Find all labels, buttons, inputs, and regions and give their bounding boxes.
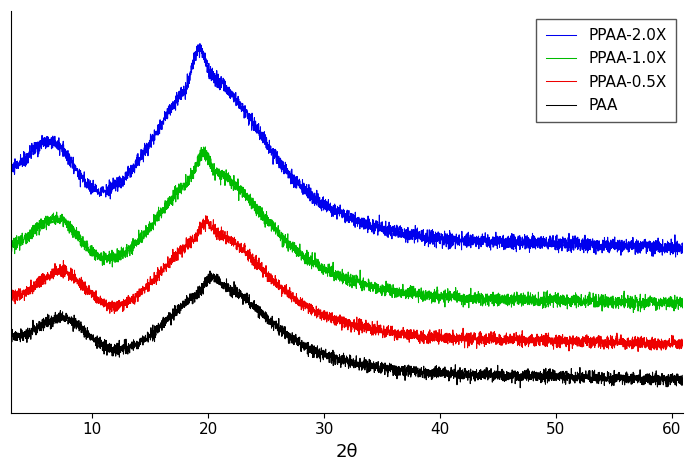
PAA bbox=[626, 374, 634, 379]
X-axis label: 2θ: 2θ bbox=[336, 443, 359, 461]
PPAA-2.0X bbox=[327, 204, 335, 210]
PPAA-1.0X bbox=[295, 247, 303, 253]
PPAA-0.5X bbox=[626, 345, 634, 350]
PPAA-2.0X bbox=[196, 41, 204, 46]
PPAA-0.5X bbox=[295, 297, 303, 303]
PAA bbox=[290, 339, 298, 345]
Line: PPAA-2.0X: PPAA-2.0X bbox=[11, 43, 683, 257]
PAA bbox=[516, 385, 525, 391]
PPAA-0.5X bbox=[634, 349, 642, 354]
Line: PPAA-0.5X: PPAA-0.5X bbox=[11, 216, 683, 352]
PPAA-1.0X bbox=[626, 300, 634, 305]
PPAA-0.5X bbox=[7, 296, 15, 302]
PPAA-2.0X bbox=[290, 177, 298, 183]
PAA bbox=[206, 268, 214, 274]
PPAA-1.0X bbox=[629, 310, 637, 315]
PPAA-2.0X bbox=[671, 254, 680, 260]
PPAA-1.0X bbox=[496, 292, 504, 297]
PAA bbox=[679, 372, 687, 378]
PAA bbox=[7, 335, 15, 341]
Line: PAA: PAA bbox=[11, 271, 683, 388]
PPAA-0.5X bbox=[659, 345, 667, 351]
PPAA-2.0X bbox=[626, 243, 634, 248]
PAA bbox=[295, 338, 303, 344]
PPAA-0.5X bbox=[496, 336, 504, 341]
PPAA-0.5X bbox=[290, 295, 298, 301]
PPAA-1.0X bbox=[290, 242, 298, 248]
PAA bbox=[496, 377, 504, 382]
PPAA-0.5X bbox=[679, 345, 687, 350]
PPAA-2.0X bbox=[7, 161, 15, 167]
PPAA-2.0X bbox=[295, 178, 303, 184]
PPAA-1.0X bbox=[659, 301, 667, 307]
PPAA-2.0X bbox=[496, 234, 504, 239]
PAA bbox=[659, 377, 667, 383]
PPAA-1.0X bbox=[327, 270, 335, 276]
PPAA-2.0X bbox=[659, 249, 667, 254]
PAA bbox=[327, 352, 335, 357]
PPAA-2.0X bbox=[679, 245, 687, 251]
PPAA-1.0X bbox=[7, 238, 15, 244]
Line: PPAA-1.0X: PPAA-1.0X bbox=[11, 147, 683, 312]
Legend: PPAA-2.0X, PPAA-1.0X, PPAA-0.5X, PAA: PPAA-2.0X, PPAA-1.0X, PPAA-0.5X, PAA bbox=[537, 19, 676, 122]
PPAA-1.0X bbox=[679, 298, 687, 304]
PPAA-1.0X bbox=[201, 144, 209, 150]
PPAA-0.5X bbox=[327, 313, 335, 319]
PPAA-0.5X bbox=[202, 213, 210, 219]
